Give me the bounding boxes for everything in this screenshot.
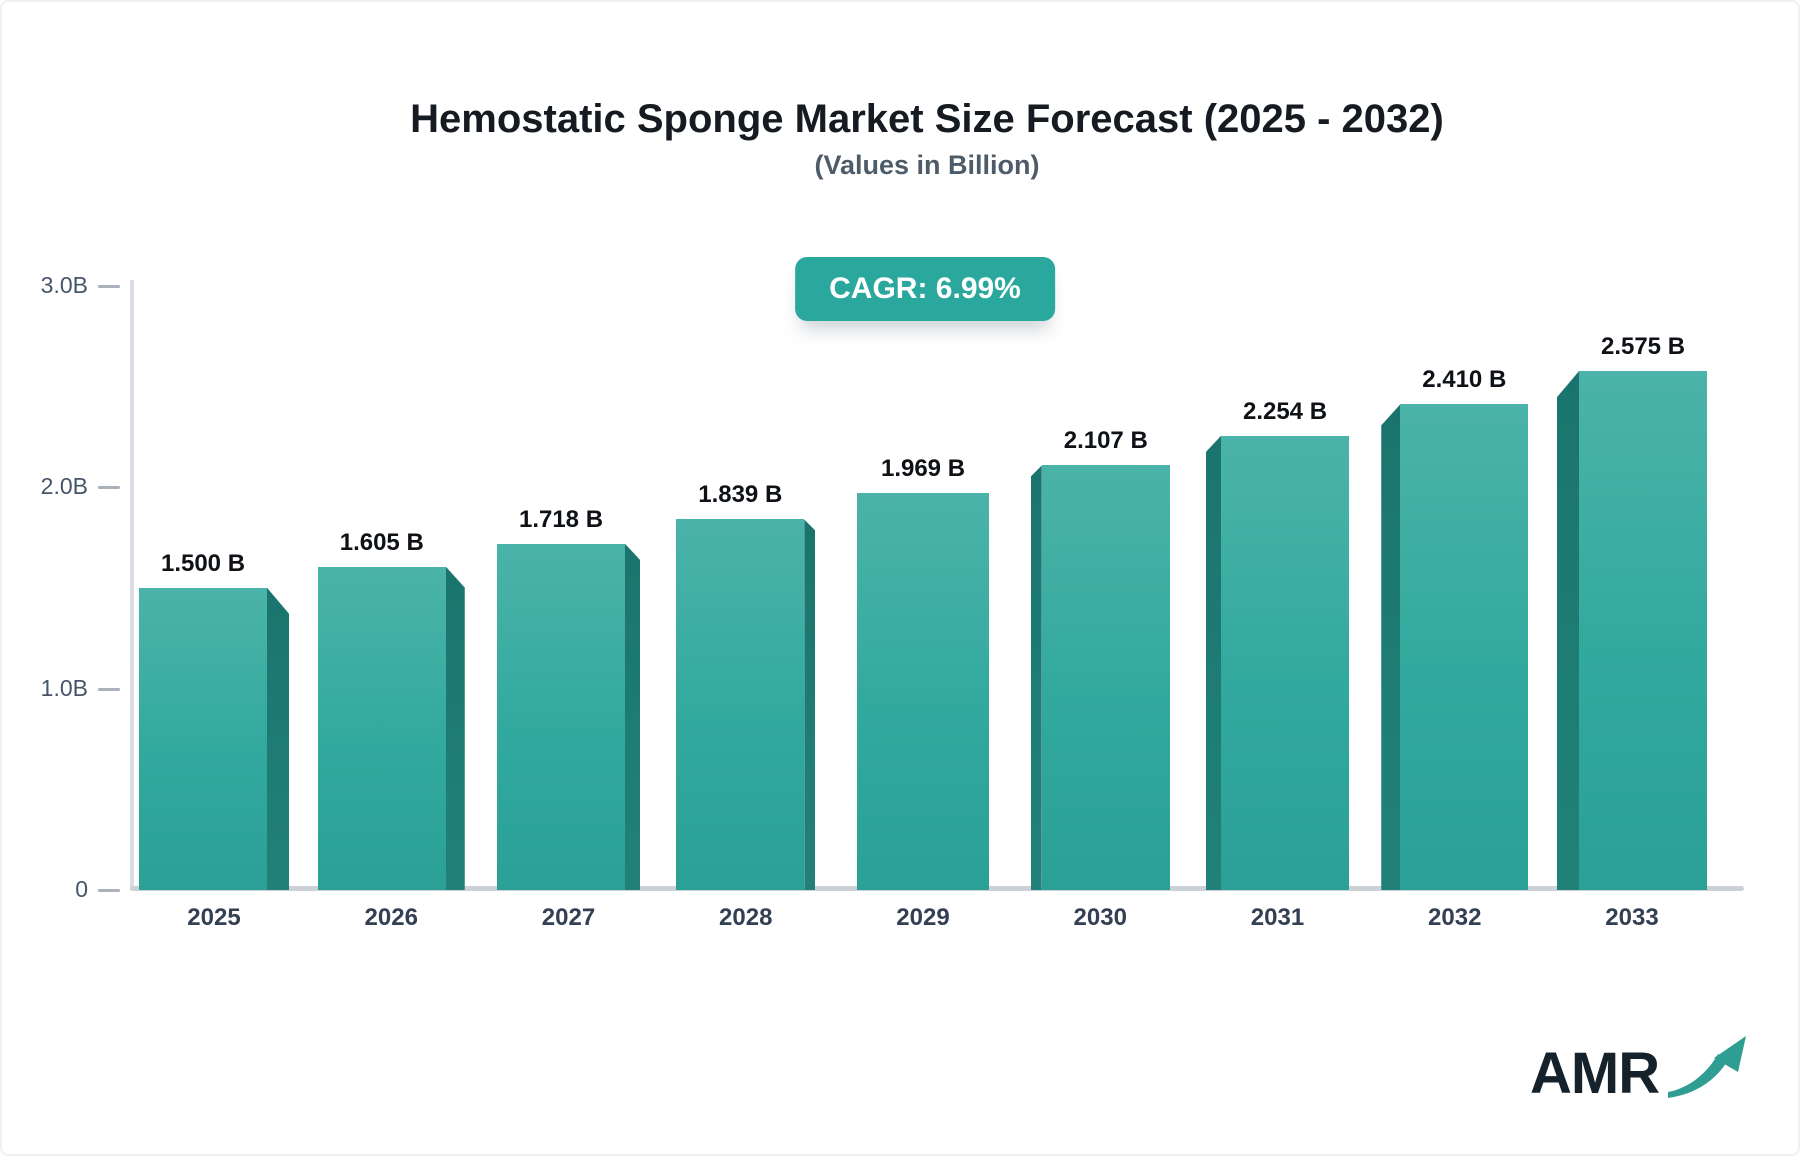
- cagr-badge: CAGR: 6.99%: [795, 257, 1055, 321]
- y-tick-dash: [98, 486, 120, 489]
- bar-value-label: 1.718 B: [518, 505, 604, 533]
- x-tick-label: 2026: [364, 904, 418, 931]
- bar-2027: [497, 543, 625, 890]
- y-axis-line: [130, 280, 134, 890]
- x-tick-label: 2030: [1073, 904, 1127, 931]
- bar-value-label: 1.605 B: [339, 528, 424, 556]
- y-tick-label: 3.0B: [40, 271, 88, 298]
- bar-2030-side-face: [1030, 465, 1042, 890]
- bar-value-label: 1.969 B: [880, 455, 966, 483]
- bar-2031: [1221, 435, 1349, 890]
- page-title: Hemostatic Sponge Market Size Forecast (…: [410, 97, 1444, 141]
- amr-logo: AMR: [1530, 1032, 1760, 1122]
- bar-2027-side-face: [625, 543, 640, 890]
- y-tick-label: 2.0B: [40, 473, 88, 499]
- y-tick-label: 0: [75, 876, 88, 902]
- bar-2030: [1041, 465, 1170, 890]
- bar-value-label: 2.254 B: [1242, 397, 1328, 425]
- bar-2033: [1579, 371, 1707, 890]
- bar-value-label: 2.575 B: [1600, 333, 1686, 361]
- bar-2025-side-face: [267, 587, 289, 890]
- bar-value-label: 2.410 B: [1422, 366, 1507, 394]
- page-subtitle: (Values in Billion): [814, 150, 1040, 180]
- growth-arrow-icon: [1668, 1036, 1746, 1098]
- bar-2031-side-face: [1206, 435, 1221, 890]
- bar-2025: [139, 587, 267, 890]
- bar-value-label: 2.107 B: [1063, 427, 1148, 455]
- y-tick-dash: [98, 889, 120, 892]
- bar-2028-side-face: [804, 519, 816, 890]
- y-tick-label: 1.0B: [40, 674, 88, 701]
- y-tick-dash: [98, 687, 120, 691]
- x-tick-label: 2033: [1605, 904, 1659, 931]
- bar-value-label: 1.500 B: [160, 549, 246, 577]
- x-tick-label: 2027: [541, 904, 596, 931]
- bar-2032-side-face: [1381, 404, 1401, 890]
- bar-value-label: 1.839 B: [698, 481, 783, 509]
- bar-2032: [1400, 404, 1529, 890]
- x-tick-label: 2032: [1428, 904, 1482, 931]
- bar-2026-side-face: [445, 566, 465, 890]
- bar-2028: [676, 519, 805, 890]
- x-tick-label: 2031: [1250, 904, 1305, 931]
- amr-logo-text: AMR: [1530, 1041, 1660, 1106]
- bar-2033-side-face: [1557, 371, 1579, 890]
- bar-2029: [857, 493, 989, 890]
- bar-2026: [317, 566, 446, 890]
- x-tick-label: 2028: [719, 904, 773, 931]
- x-tick-label: 2025: [187, 904, 241, 931]
- y-tick-dash: [98, 284, 120, 288]
- x-tick-label: 2029: [896, 904, 950, 931]
